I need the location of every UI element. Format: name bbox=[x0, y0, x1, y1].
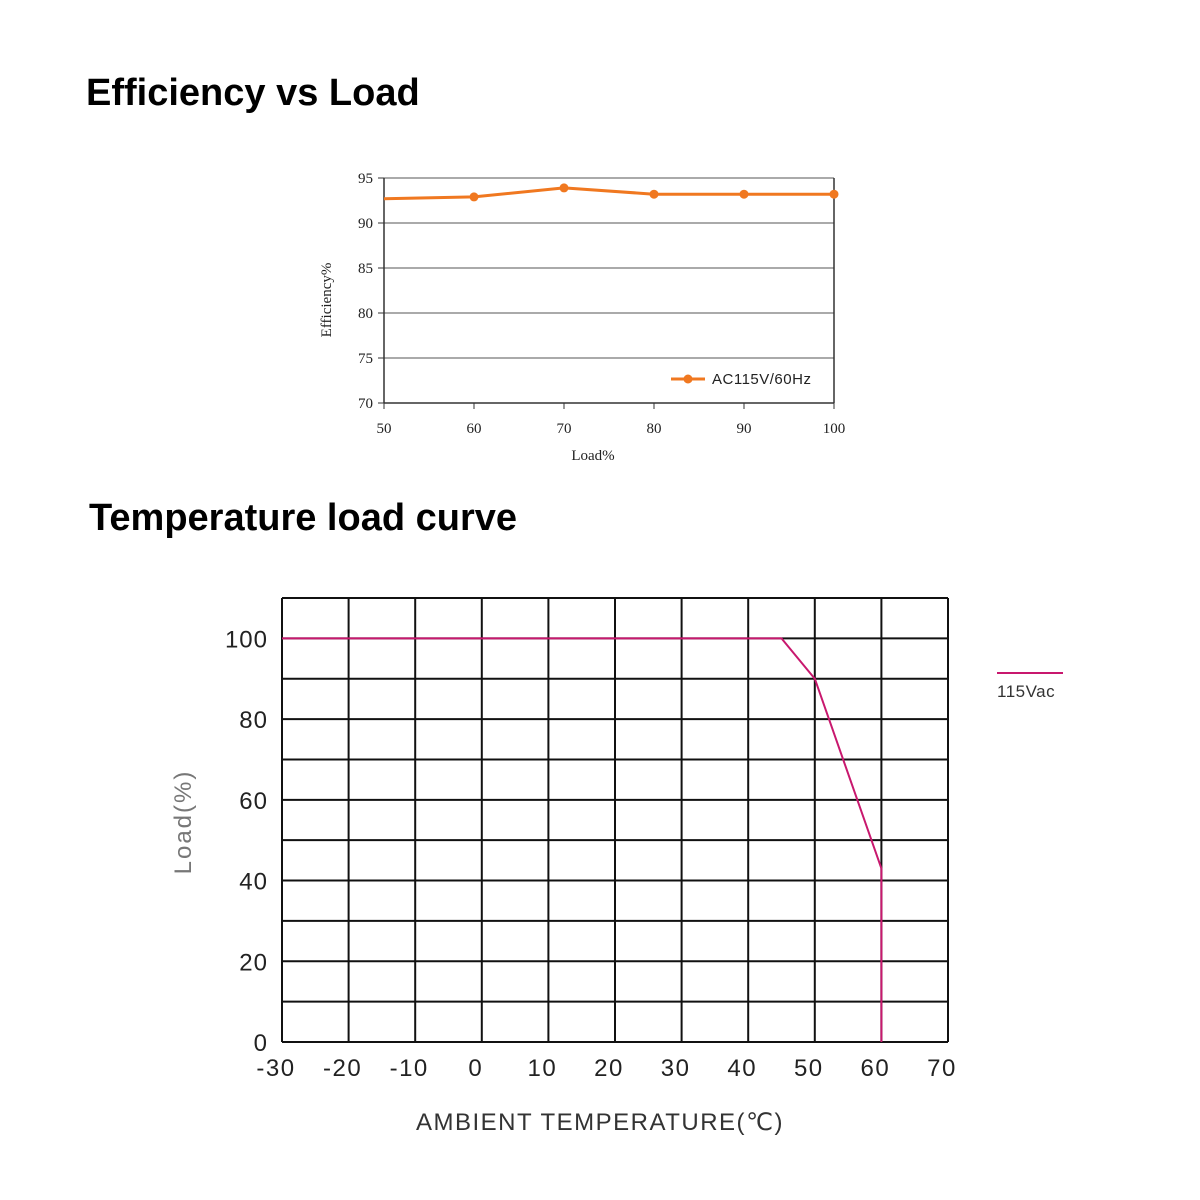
efficiency-series-line bbox=[383, 186, 834, 201]
temperature-series bbox=[282, 637, 883, 1042]
efficiency-y-tick-label: 70 bbox=[358, 396, 373, 412]
temperature-y-tick-label: 20 bbox=[239, 949, 268, 976]
efficiency-y-tick-label: 80 bbox=[358, 306, 373, 322]
efficiency-data-point bbox=[649, 189, 659, 199]
temperature-y-tick-label: 40 bbox=[239, 869, 268, 896]
temperature-x-tick-label: -20 bbox=[323, 1055, 362, 1082]
efficiency-legend-marker bbox=[683, 374, 693, 384]
temperature-x-tick-label: 10 bbox=[528, 1055, 558, 1082]
efficiency-legend: AC115V/60Hz bbox=[671, 371, 811, 388]
efficiency-data-point bbox=[829, 189, 839, 199]
temperature-x-tick-label: -30 bbox=[256, 1055, 295, 1082]
efficiency-x-tick-label: 70 bbox=[557, 421, 572, 437]
efficiency-heading: Efficiency vs Load bbox=[86, 72, 420, 114]
temperature-x-tick-label: 0 bbox=[468, 1055, 483, 1082]
temperature-x-tick-label: 20 bbox=[594, 1055, 624, 1082]
temperature-y-tick-label: 80 bbox=[239, 707, 268, 734]
temperature-x-tick-label: -10 bbox=[390, 1055, 429, 1082]
efficiency-ticks: 70 75 80 85 90 95 50 60 70 80 90 100 bbox=[358, 171, 845, 437]
efficiency-legend-label: AC115V/60Hz bbox=[712, 371, 811, 388]
temperature-heading: Temperature load curve bbox=[89, 497, 518, 539]
temperature-series-line bbox=[282, 637, 883, 1042]
temperature-grid bbox=[281, 597, 949, 1043]
temperature-y-axis-label: Load(%) bbox=[170, 770, 197, 875]
temperature-x-tick-label: 70 bbox=[927, 1055, 957, 1082]
efficiency-y-tick-label: 95 bbox=[358, 171, 373, 187]
efficiency-series bbox=[383, 183, 839, 202]
temperature-legend: 115Vac bbox=[997, 672, 1063, 701]
temperature-y-tick-label: 60 bbox=[239, 788, 268, 815]
efficiency-y-tick-label: 85 bbox=[358, 261, 373, 277]
efficiency-data-point bbox=[559, 183, 569, 193]
temperature-x-tick-label: 40 bbox=[727, 1055, 757, 1082]
efficiency-data-point bbox=[469, 192, 479, 202]
temperature-y-tick-label: 100 bbox=[225, 626, 268, 653]
efficiency-y-axis-label: Efficiency% bbox=[319, 263, 335, 338]
temperature-ticks: 0 20 40 60 80 100 -30 -20 -10 0 10 20 30 40 50 60 70 bbox=[225, 626, 957, 1082]
efficiency-chart: 70 75 80 85 90 95 50 60 70 80 90 100 Load% Efficien… bbox=[319, 171, 845, 464]
efficiency-x-tick-label: 100 bbox=[823, 421, 846, 437]
temperature-x-tick-label: 60 bbox=[861, 1055, 891, 1082]
efficiency-x-tick-label: 50 bbox=[377, 421, 392, 437]
efficiency-y-tick-label: 75 bbox=[358, 351, 373, 367]
efficiency-x-tick-label: 90 bbox=[737, 421, 752, 437]
temperature-x-tick-label: 50 bbox=[794, 1055, 824, 1082]
efficiency-grid bbox=[383, 177, 835, 404]
temperature-y-tick-label: 0 bbox=[254, 1030, 268, 1057]
efficiency-data-point bbox=[739, 189, 749, 199]
temperature-legend-label: 115Vac bbox=[997, 682, 1055, 701]
efficiency-y-tick-label: 90 bbox=[358, 216, 373, 232]
temperature-x-axis-label: AMBIENT TEMPERATURE(℃) bbox=[416, 1109, 784, 1136]
efficiency-x-axis-label: Load% bbox=[571, 448, 614, 464]
efficiency-x-tick-label: 60 bbox=[467, 421, 482, 437]
efficiency-x-tick-label: 80 bbox=[647, 421, 662, 437]
temperature-x-tick-label: 30 bbox=[661, 1055, 691, 1082]
